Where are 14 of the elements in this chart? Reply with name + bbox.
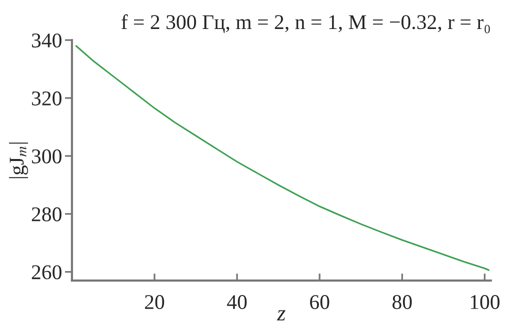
y-tick-label: 320 bbox=[32, 91, 62, 106]
y-tick-label: 340 bbox=[32, 33, 62, 48]
x-axis-title: z bbox=[276, 310, 286, 320]
x-tick-label: 40 bbox=[227, 295, 247, 310]
chart-title: f = 2 300 Гц, m = 2, n = 1, M = −0.32, r = r₀ bbox=[121, 14, 490, 34]
y-tick-label: 300 bbox=[32, 149, 62, 164]
x-tick-label: 100 bbox=[470, 295, 500, 310]
y-tick-label: 260 bbox=[32, 265, 62, 280]
y-axis-title: |gJ$_{m}$| bbox=[9, 142, 28, 178]
x-tick-label: 60 bbox=[310, 295, 330, 310]
line-series bbox=[75, 45, 490, 271]
y-tick-label: 280 bbox=[32, 207, 62, 222]
x-tick-label: 20 bbox=[145, 295, 164, 310]
x-tick-label: 80 bbox=[392, 295, 412, 310]
